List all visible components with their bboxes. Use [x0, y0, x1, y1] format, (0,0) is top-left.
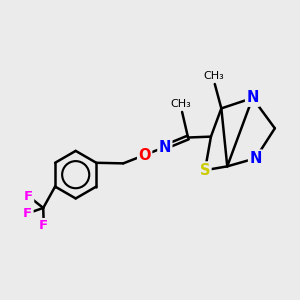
Text: S: S	[200, 163, 210, 178]
Text: CH₃: CH₃	[203, 71, 224, 81]
Text: N: N	[246, 91, 259, 106]
Text: CH₃: CH₃	[170, 99, 191, 109]
Text: O: O	[138, 148, 151, 163]
Text: F: F	[24, 190, 33, 202]
Text: F: F	[23, 207, 32, 220]
Text: F: F	[39, 219, 48, 232]
Text: N: N	[159, 140, 171, 154]
Text: N: N	[249, 151, 262, 166]
